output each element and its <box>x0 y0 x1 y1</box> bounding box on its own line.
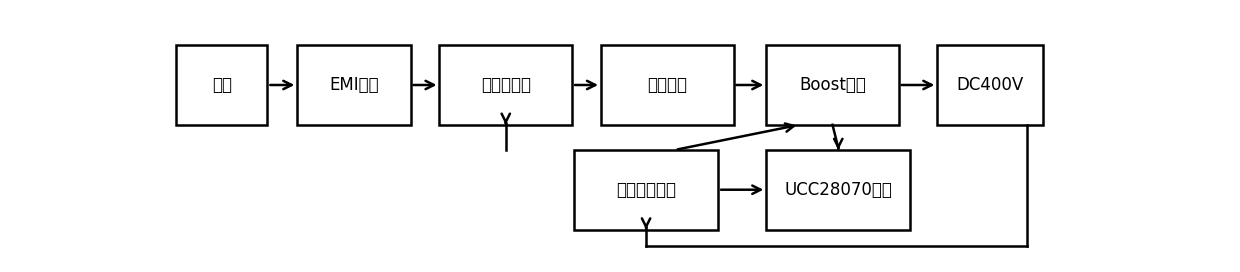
Bar <box>937 45 1043 125</box>
Bar <box>574 150 718 230</box>
Bar <box>298 45 410 125</box>
Text: Boost电路: Boost电路 <box>799 76 866 94</box>
Bar <box>176 45 268 125</box>
Text: EMI电路: EMI电路 <box>329 76 378 94</box>
Bar <box>766 45 899 125</box>
Text: 防浪涌电路: 防浪涌电路 <box>481 76 531 94</box>
Text: 市电: 市电 <box>212 76 232 94</box>
Text: 整流电路: 整流电路 <box>647 76 687 94</box>
Text: 多路反激电路: 多路反激电路 <box>616 181 676 199</box>
Text: DC400V: DC400V <box>956 76 1024 94</box>
Text: UCC28070模块: UCC28070模块 <box>785 181 893 199</box>
Bar <box>766 150 910 230</box>
Bar <box>601 45 734 125</box>
Bar <box>439 45 572 125</box>
